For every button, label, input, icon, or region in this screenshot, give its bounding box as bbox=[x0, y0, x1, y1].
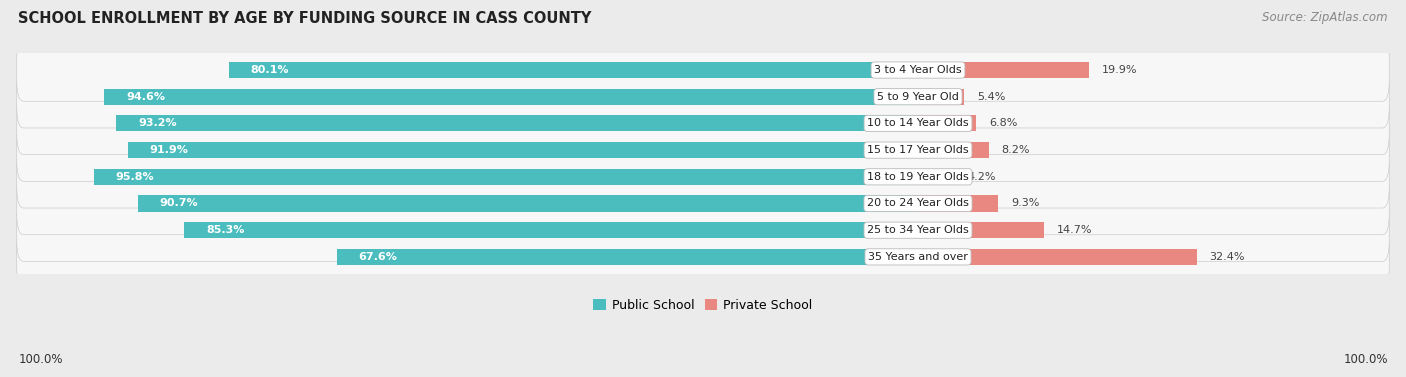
Legend: Public School, Private School: Public School, Private School bbox=[588, 294, 818, 317]
FancyBboxPatch shape bbox=[17, 146, 1389, 208]
Bar bbox=[184, 222, 918, 238]
Bar bbox=[918, 196, 998, 211]
Bar bbox=[128, 142, 918, 158]
FancyBboxPatch shape bbox=[17, 92, 1389, 155]
Text: 5 to 9 Year Old: 5 to 9 Year Old bbox=[877, 92, 959, 102]
Bar bbox=[117, 115, 918, 132]
Text: 15 to 17 Year Olds: 15 to 17 Year Olds bbox=[868, 145, 969, 155]
Text: 25 to 34 Year Olds: 25 to 34 Year Olds bbox=[868, 225, 969, 235]
Bar bbox=[138, 196, 918, 211]
Bar bbox=[94, 169, 918, 185]
Text: 90.7%: 90.7% bbox=[159, 199, 198, 208]
Text: 94.6%: 94.6% bbox=[127, 92, 165, 102]
Text: 5.4%: 5.4% bbox=[977, 92, 1005, 102]
Bar bbox=[918, 142, 988, 158]
Text: 91.9%: 91.9% bbox=[149, 145, 188, 155]
Bar bbox=[918, 249, 1197, 265]
Text: 3 to 4 Year Olds: 3 to 4 Year Olds bbox=[875, 65, 962, 75]
Text: 67.6%: 67.6% bbox=[359, 252, 396, 262]
FancyBboxPatch shape bbox=[17, 66, 1389, 128]
Text: 95.8%: 95.8% bbox=[115, 172, 155, 182]
Text: 100.0%: 100.0% bbox=[18, 353, 63, 366]
Text: 10 to 14 Year Olds: 10 to 14 Year Olds bbox=[868, 118, 969, 129]
Text: 32.4%: 32.4% bbox=[1209, 252, 1246, 262]
Text: 19.9%: 19.9% bbox=[1102, 65, 1137, 75]
Bar bbox=[918, 115, 977, 132]
Text: 18 to 19 Year Olds: 18 to 19 Year Olds bbox=[868, 172, 969, 182]
Bar bbox=[918, 169, 955, 185]
Text: Source: ZipAtlas.com: Source: ZipAtlas.com bbox=[1263, 11, 1388, 24]
Bar bbox=[918, 222, 1045, 238]
Text: 93.2%: 93.2% bbox=[138, 118, 177, 129]
Text: 14.7%: 14.7% bbox=[1057, 225, 1092, 235]
Bar bbox=[336, 249, 918, 265]
FancyBboxPatch shape bbox=[17, 199, 1389, 261]
Text: 100.0%: 100.0% bbox=[1343, 353, 1388, 366]
Bar bbox=[104, 89, 918, 105]
FancyBboxPatch shape bbox=[17, 119, 1389, 181]
Bar bbox=[229, 62, 918, 78]
Text: 4.2%: 4.2% bbox=[967, 172, 995, 182]
Bar bbox=[918, 62, 1090, 78]
Text: 9.3%: 9.3% bbox=[1011, 199, 1039, 208]
FancyBboxPatch shape bbox=[17, 39, 1389, 101]
Text: 85.3%: 85.3% bbox=[205, 225, 245, 235]
Text: SCHOOL ENROLLMENT BY AGE BY FUNDING SOURCE IN CASS COUNTY: SCHOOL ENROLLMENT BY AGE BY FUNDING SOUR… bbox=[18, 11, 592, 26]
Text: 35 Years and over: 35 Years and over bbox=[868, 252, 967, 262]
Text: 80.1%: 80.1% bbox=[250, 65, 290, 75]
FancyBboxPatch shape bbox=[17, 226, 1389, 288]
Text: 6.8%: 6.8% bbox=[990, 118, 1018, 129]
FancyBboxPatch shape bbox=[17, 172, 1389, 235]
Text: 20 to 24 Year Olds: 20 to 24 Year Olds bbox=[868, 199, 969, 208]
Text: 8.2%: 8.2% bbox=[1001, 145, 1031, 155]
Bar bbox=[918, 89, 965, 105]
